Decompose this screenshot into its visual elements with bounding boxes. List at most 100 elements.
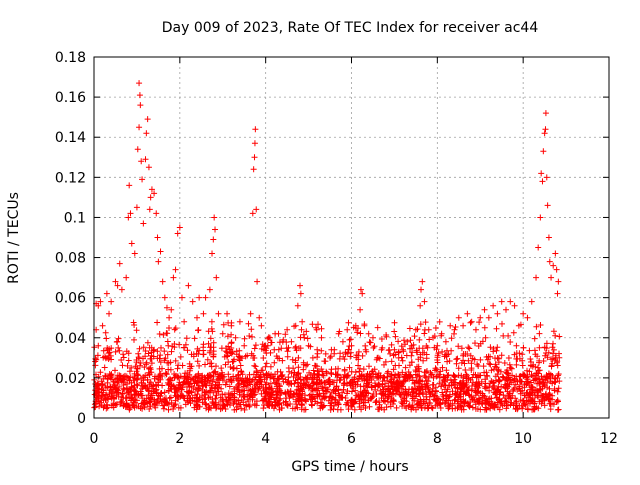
data-point bbox=[331, 346, 338, 353]
data-point bbox=[357, 306, 364, 313]
data-point bbox=[108, 298, 115, 305]
data-point bbox=[425, 326, 432, 333]
data-point bbox=[134, 146, 141, 153]
data-point bbox=[284, 326, 291, 333]
data-point bbox=[151, 190, 158, 197]
data-point bbox=[155, 258, 162, 265]
data-point bbox=[232, 334, 239, 341]
data-point bbox=[241, 342, 248, 349]
data-point bbox=[146, 206, 153, 213]
data-point bbox=[490, 302, 497, 309]
data-point bbox=[412, 326, 419, 333]
data-point bbox=[408, 342, 415, 349]
data-point bbox=[133, 204, 140, 211]
data-point bbox=[468, 318, 475, 325]
data-point bbox=[297, 282, 303, 289]
data-point bbox=[126, 182, 133, 189]
data-point bbox=[136, 124, 143, 131]
data-point bbox=[387, 350, 394, 357]
data-point bbox=[539, 178, 546, 185]
data-point bbox=[460, 322, 467, 329]
data-point bbox=[271, 346, 278, 353]
data-point bbox=[520, 310, 527, 317]
data-point bbox=[159, 278, 166, 285]
data-point bbox=[494, 310, 501, 317]
data-point bbox=[166, 314, 173, 321]
x-tick-label: 0 bbox=[90, 431, 99, 447]
data-point bbox=[503, 306, 509, 313]
data-point bbox=[404, 338, 411, 345]
data-point bbox=[515, 322, 522, 329]
data-point bbox=[548, 274, 555, 281]
y-tick-label: 0.14 bbox=[55, 130, 86, 146]
data-point bbox=[344, 326, 351, 333]
data-point bbox=[359, 290, 366, 297]
data-point bbox=[322, 350, 329, 357]
data-point bbox=[181, 318, 188, 325]
data-point bbox=[209, 250, 216, 257]
data-point bbox=[552, 250, 559, 257]
data-point bbox=[136, 80, 143, 87]
data-point bbox=[374, 354, 381, 361]
data-point bbox=[145, 164, 152, 171]
y-tick-label: 0.12 bbox=[55, 170, 86, 186]
data-point bbox=[533, 274, 540, 281]
x-axis-label: GPS time / hours bbox=[291, 459, 408, 475]
x-tick-label: 2 bbox=[175, 431, 184, 447]
data-point bbox=[128, 240, 135, 247]
data-point bbox=[542, 126, 549, 133]
data-point bbox=[139, 176, 146, 183]
data-point bbox=[251, 140, 258, 147]
data-point bbox=[172, 266, 179, 273]
data-point bbox=[318, 334, 325, 341]
data-point bbox=[213, 274, 220, 281]
data-point bbox=[299, 318, 306, 325]
data-point bbox=[438, 330, 445, 337]
x-tick-label: 8 bbox=[433, 431, 442, 447]
data-point bbox=[528, 298, 535, 305]
data-point bbox=[118, 286, 125, 293]
data-point bbox=[352, 322, 359, 329]
data-point bbox=[99, 322, 106, 329]
data-point bbox=[258, 322, 265, 329]
data-point bbox=[455, 314, 462, 321]
data-point bbox=[103, 290, 110, 297]
data-point bbox=[391, 346, 398, 353]
ticks-layer: 0 0.02 0.04 0.06 0.08 0.1 0.12 0.14 0.16 0.18 0 2 4 6… bbox=[55, 50, 618, 447]
data-point bbox=[266, 334, 273, 341]
data-point bbox=[210, 236, 217, 243]
data-point bbox=[161, 294, 168, 301]
data-point bbox=[294, 302, 301, 309]
data-point bbox=[348, 342, 355, 349]
y-tick-label: 0.02 bbox=[55, 371, 86, 387]
data-point bbox=[417, 302, 424, 309]
data-point bbox=[142, 156, 149, 163]
data-point bbox=[382, 358, 389, 365]
data-point bbox=[292, 322, 299, 329]
data-point bbox=[256, 314, 263, 321]
data-point bbox=[247, 310, 254, 317]
data-point bbox=[395, 354, 402, 361]
data-point bbox=[378, 346, 385, 353]
data-point bbox=[305, 342, 312, 349]
data-point bbox=[112, 278, 119, 285]
data-point bbox=[250, 166, 257, 173]
data-point bbox=[168, 306, 175, 313]
data-point bbox=[131, 250, 138, 257]
data-point bbox=[301, 334, 308, 341]
data-point bbox=[163, 304, 170, 311]
data-point bbox=[309, 354, 316, 361]
data-point bbox=[339, 338, 346, 345]
data-point bbox=[219, 330, 226, 337]
data-point bbox=[95, 342, 102, 349]
data-point bbox=[106, 310, 113, 317]
data-point bbox=[442, 338, 449, 345]
data-point bbox=[498, 298, 505, 305]
data-point bbox=[116, 260, 123, 267]
data-point bbox=[297, 290, 304, 297]
data-point bbox=[212, 226, 219, 233]
data-point bbox=[194, 314, 200, 321]
data-point bbox=[481, 306, 488, 313]
data-point bbox=[127, 210, 134, 217]
